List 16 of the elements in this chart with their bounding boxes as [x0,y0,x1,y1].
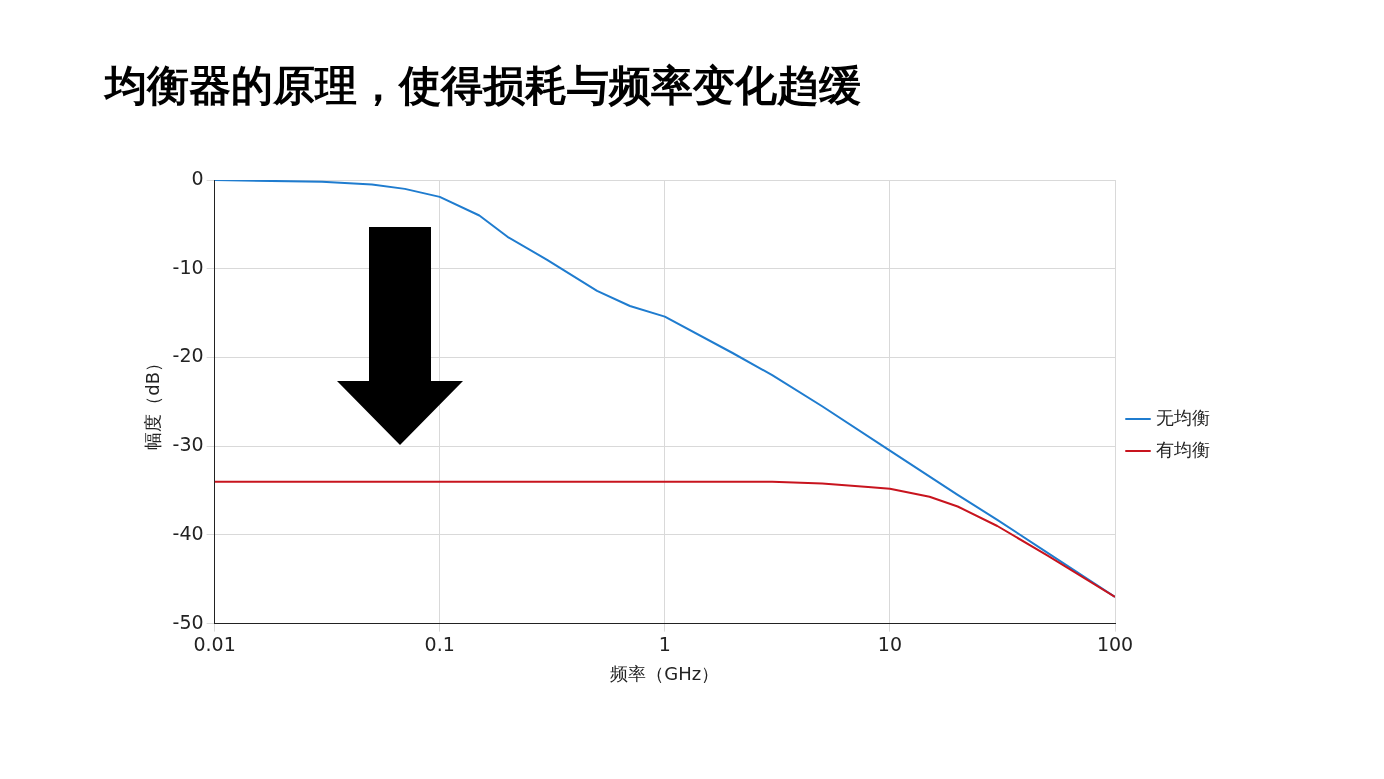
y-tick-label: -30 [172,433,204,456]
x-tick-label: 100 [1096,632,1134,655]
x-tick-label: 10 [877,632,902,655]
y-tick-label: -20 [172,344,204,367]
y-axis-title: 幅度（dB） [142,353,164,450]
chart-title: 均衡器的原理，使得损耗与频率变化趋缓 [105,60,861,112]
y-tick-label: -10 [172,255,204,278]
y-tick-label: -50 [172,610,204,633]
x-tick-label: 0.1 [424,632,455,655]
x-tick-label: 1 [658,632,671,655]
x-tick-label: 0.01 [193,632,236,655]
y-tick-label: -40 [172,521,204,544]
x-axis-title: 频率（GHz） [610,662,720,684]
legend-label: 有均衡 [1156,438,1210,460]
legend-label: 无均衡 [1156,406,1210,428]
y-tick-label: 0 [191,166,204,189]
